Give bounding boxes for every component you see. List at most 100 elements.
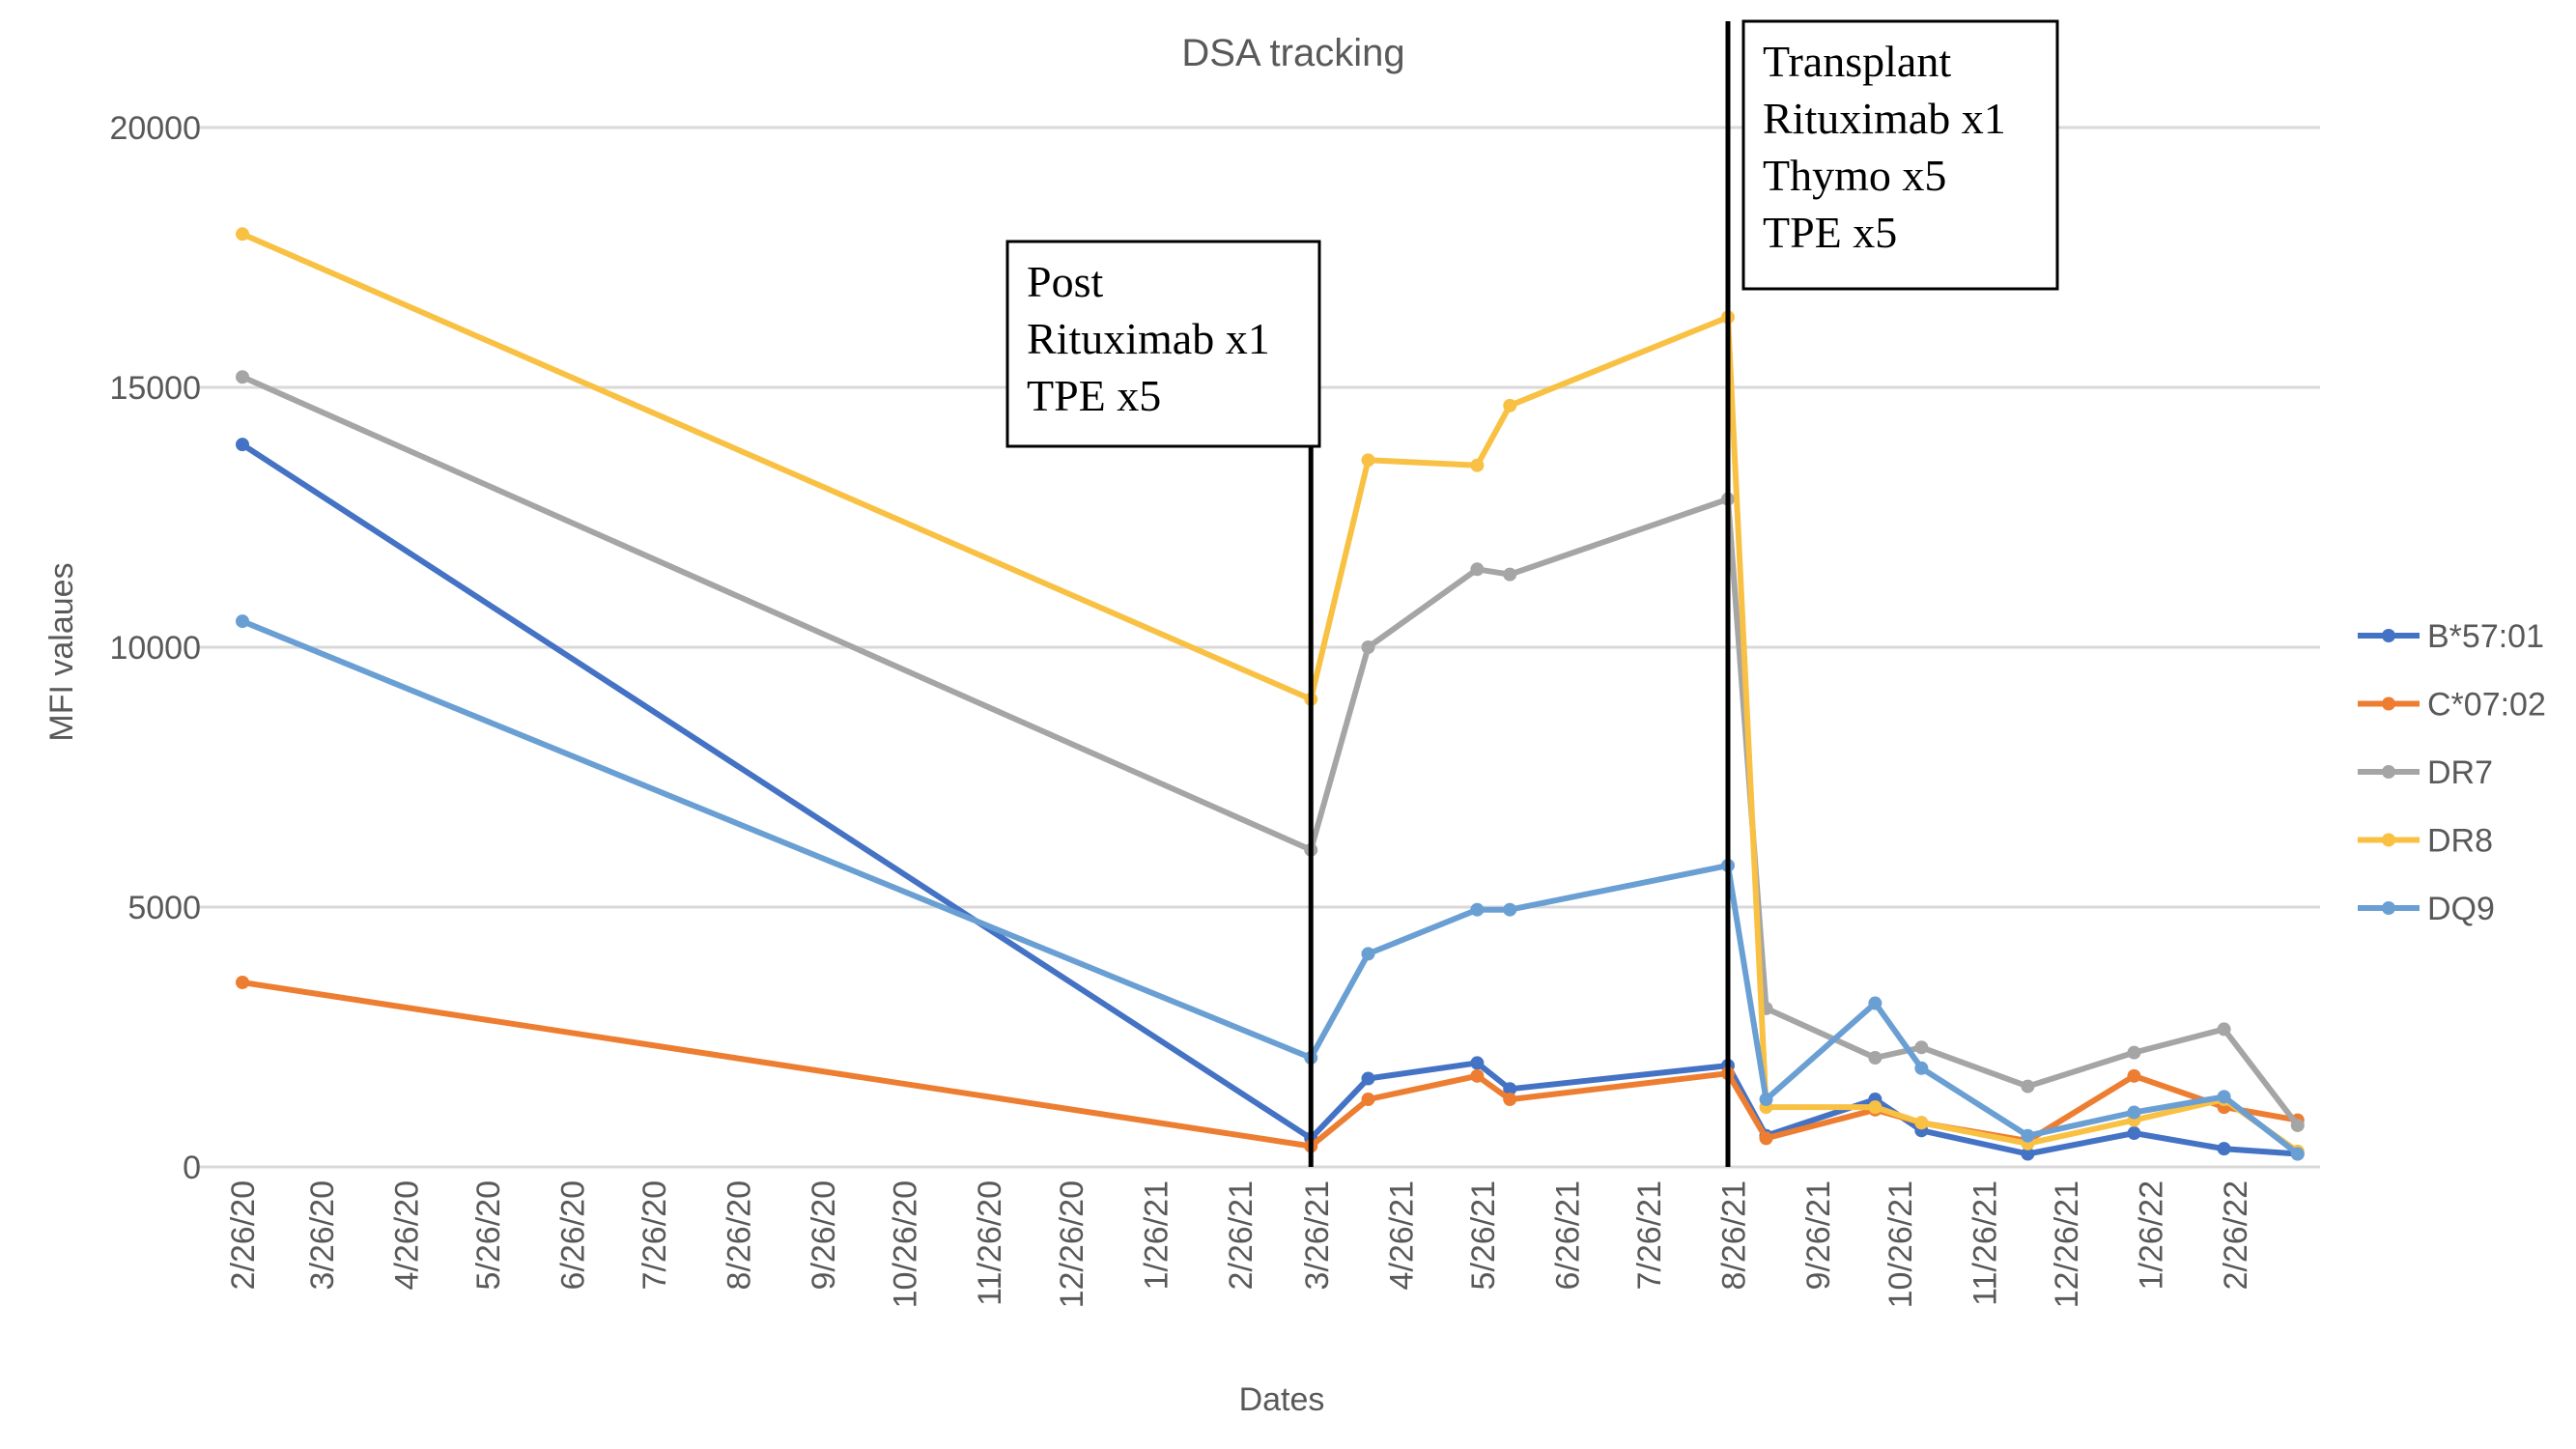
x-tick-label: 8/26/20	[722, 1180, 758, 1290]
annotation-box	[1741, 19, 2059, 291]
y-tick-label: 10000	[109, 630, 201, 667]
annotation-text: TPE x5	[1027, 371, 1161, 420]
y-tick-label: 15000	[109, 370, 201, 407]
data-point	[1503, 398, 1517, 412]
data-point	[236, 614, 249, 629]
x-tick-label: 7/26/21	[1631, 1180, 1668, 1290]
annotation-text: Rituximab x1	[1027, 314, 1270, 363]
annotation-text: Transplant	[1763, 37, 1951, 86]
data-point	[2290, 1118, 2305, 1132]
x-tick-label: 8/26/21	[1716, 1180, 1753, 1290]
data-point	[2217, 1022, 2231, 1037]
x-tick-labels: 2/26/20 3/26/20 4/26/20 5/26/20 6/26/20 7/26/…	[225, 1180, 2254, 1308]
data-point	[1759, 1093, 1773, 1107]
y-axis-label: MFI valaues	[43, 562, 80, 741]
data-point	[1470, 458, 1485, 472]
data-point	[2021, 1128, 2035, 1143]
data-point	[1470, 562, 1485, 577]
data-point	[1868, 996, 1882, 1010]
series-lines	[236, 227, 2305, 1161]
data-point	[2217, 1090, 2231, 1104]
data-point	[1914, 1040, 1929, 1055]
data-point	[2217, 1142, 2231, 1156]
series-line	[241, 441, 2299, 1157]
data-point	[2127, 1045, 2141, 1060]
x-tick-label: 1/26/21	[1138, 1180, 1175, 1290]
data-point	[236, 227, 249, 242]
data-point	[2127, 1126, 2141, 1141]
y-tick-label: 20000	[109, 110, 201, 147]
annotation-text: Post	[1027, 257, 1103, 306]
y-tick-label: 5000	[127, 890, 201, 926]
data-point	[1470, 1068, 1485, 1083]
legend-label: DR8	[2427, 823, 2493, 860]
legend-label: DR7	[2427, 754, 2493, 791]
data-point	[1503, 902, 1517, 917]
legend-marker	[2382, 696, 2395, 711]
data-point	[1914, 1061, 1929, 1075]
annotation-text: TPE x5	[1763, 208, 1897, 257]
x-axis-label: Dates	[1239, 1381, 1325, 1418]
legend-label: B*57:01	[2427, 618, 2544, 655]
x-tick-label: 2/26/22	[2218, 1180, 2254, 1290]
data-point	[1503, 1093, 1517, 1107]
x-tick-label: 12/26/20	[1054, 1180, 1090, 1308]
annotations: Post Rituximab x1 TPE x5 Transplant Rituxima…	[1005, 19, 2059, 1167]
data-point	[1361, 947, 1375, 961]
x-tick-label: 10/26/20	[888, 1180, 924, 1308]
series-line	[241, 374, 2301, 1127]
data-point	[2290, 1147, 2305, 1161]
data-point	[1759, 1131, 1773, 1146]
x-tick-label: 5/26/20	[470, 1180, 507, 1290]
x-tick-label: 10/26/21	[1882, 1180, 1919, 1308]
x-tick-label: 11/26/21	[1967, 1180, 2003, 1306]
data-point	[1470, 1056, 1485, 1070]
data-point	[1361, 453, 1375, 468]
x-tick-label: 9/26/21	[1800, 1180, 1837, 1290]
data-point	[236, 370, 249, 384]
legend: B*57:01 C*07:02 DR7 DR8 DQ9	[2358, 618, 2546, 927]
x-tick-label: 9/26/20	[806, 1180, 842, 1290]
x-tick-label: 2/26/20	[225, 1180, 262, 1290]
chart-title: DSA tracking	[1181, 32, 1404, 74]
x-tick-label: 6/26/21	[1549, 1180, 1586, 1290]
x-tick-label: 3/26/20	[304, 1180, 341, 1290]
data-point	[236, 976, 249, 990]
data-point	[1868, 1100, 1882, 1115]
x-tick-label: 6/26/20	[554, 1180, 591, 1290]
x-tick-label: 12/26/21	[2049, 1180, 2085, 1308]
legend-marker	[2382, 629, 2395, 642]
x-tick-label: 3/26/21	[1299, 1180, 1336, 1290]
legend-label: C*07:02	[2427, 687, 2546, 724]
x-tick-label: 7/26/20	[637, 1180, 673, 1290]
x-tick-label: 11/26/20	[972, 1180, 1008, 1306]
x-tick-label: 4/26/21	[1383, 1180, 1420, 1290]
data-point	[1503, 1082, 1517, 1096]
x-tick-label: 1/26/22	[2133, 1180, 2169, 1290]
annotation-text: Thymo x5	[1763, 151, 1946, 200]
annotation-text: Rituximab x1	[1763, 94, 2006, 143]
data-point	[2127, 1105, 2141, 1120]
legend-marker	[2382, 765, 2395, 779]
x-tick-label: 5/26/21	[1465, 1180, 1502, 1290]
data-point	[1868, 1051, 1882, 1065]
legend-marker	[2382, 833, 2395, 847]
data-point	[1361, 1093, 1375, 1107]
legend-marker	[2382, 901, 2395, 915]
y-tick-label: 0	[183, 1150, 201, 1186]
data-point	[2021, 1147, 2035, 1161]
data-point	[1470, 902, 1485, 917]
x-tick-label: 4/26/20	[388, 1180, 425, 1290]
data-point	[1914, 1116, 1929, 1130]
data-point	[2127, 1068, 2141, 1083]
legend-label: DQ9	[2427, 891, 2495, 927]
x-tick-label: 2/26/21	[1223, 1180, 1260, 1290]
data-point	[236, 438, 249, 452]
data-point	[2021, 1079, 2035, 1094]
data-point	[1503, 567, 1517, 582]
data-point	[1361, 1071, 1375, 1086]
series-line	[241, 980, 2299, 1150]
y-tick-labels: 0 5000 10000 15000 20000	[109, 110, 201, 1186]
annotation-box	[1005, 240, 1321, 448]
